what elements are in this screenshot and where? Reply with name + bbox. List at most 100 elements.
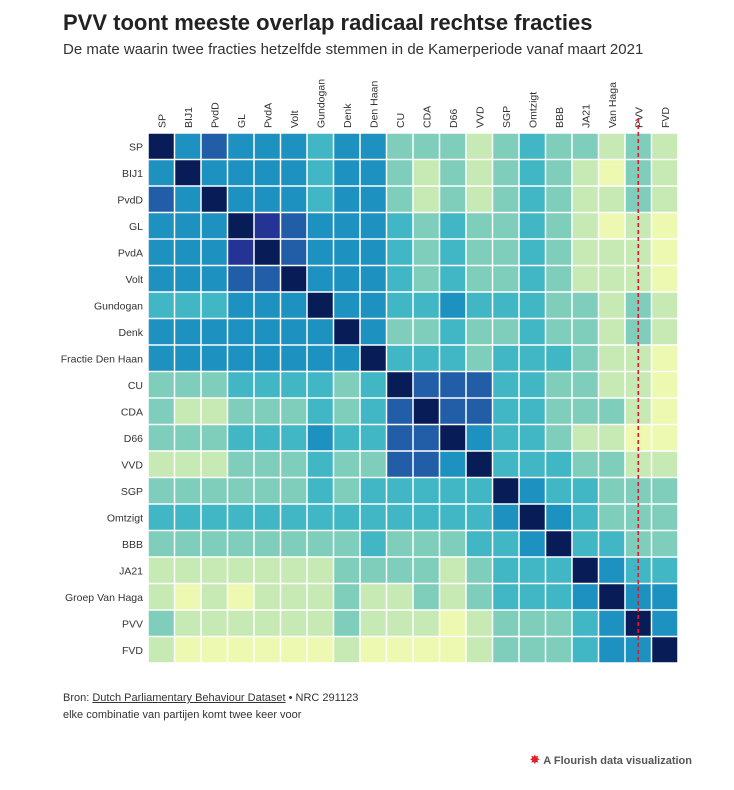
heatmap-cell[interactable] [440,133,466,159]
heatmap-cell[interactable] [228,504,254,530]
heatmap-cell[interactable] [599,186,625,212]
heatmap-cell[interactable] [175,398,201,424]
heatmap-cell[interactable] [546,425,572,451]
heatmap-cell[interactable] [440,292,466,318]
heatmap-cell[interactable] [652,345,678,371]
heatmap-cell[interactable] [652,133,678,159]
heatmap-cell[interactable] [493,239,519,265]
heatmap-cell[interactable] [281,478,307,504]
heatmap-cell[interactable] [175,584,201,610]
heatmap-cell[interactable] [360,398,386,424]
heatmap-cell[interactable] [466,292,492,318]
heatmap-cell[interactable] [493,266,519,292]
heatmap-cell[interactable] [652,372,678,398]
heatmap-cell[interactable] [148,372,174,398]
heatmap-cell[interactable] [440,186,466,212]
heatmap-cell[interactable] [307,531,333,557]
heatmap-cell[interactable] [387,610,413,636]
heatmap-cell[interactable] [440,160,466,186]
heatmap-cell[interactable] [493,425,519,451]
heatmap-cell[interactable] [599,398,625,424]
heatmap-cell[interactable] [466,133,492,159]
heatmap-cell[interactable] [493,584,519,610]
heatmap-cell[interactable] [281,504,307,530]
heatmap-cell[interactable] [493,478,519,504]
heatmap-cell[interactable] [519,319,545,345]
heatmap-cell[interactable] [493,451,519,477]
heatmap-cell[interactable] [307,213,333,239]
heatmap-cell[interactable] [546,186,572,212]
heatmap-cell[interactable] [387,160,413,186]
heatmap-cell[interactable] [281,239,307,265]
heatmap-cell[interactable] [148,160,174,186]
heatmap-cell[interactable] [281,345,307,371]
heatmap-cell[interactable] [201,292,227,318]
heatmap-cell[interactable] [652,213,678,239]
heatmap-cell[interactable] [440,213,466,239]
heatmap-cell[interactable] [572,213,598,239]
heatmap-cell[interactable] [254,478,280,504]
heatmap-cell[interactable] [387,372,413,398]
heatmap-cell[interactable] [307,292,333,318]
heatmap-cell[interactable] [307,186,333,212]
heatmap-cell[interactable] [148,319,174,345]
heatmap-cell[interactable] [599,213,625,239]
heatmap-cell[interactable] [228,213,254,239]
heatmap-cell[interactable] [652,557,678,583]
heatmap-cell[interactable] [652,610,678,636]
heatmap-cell[interactable] [360,531,386,557]
heatmap-cell[interactable] [413,345,439,371]
flourish-branding[interactable]: ✸ A Flourish data visualization [529,752,692,768]
heatmap-cell[interactable] [652,584,678,610]
heatmap-cell[interactable] [599,372,625,398]
heatmap-cell[interactable] [228,292,254,318]
heatmap-cell[interactable] [493,160,519,186]
heatmap-cell[interactable] [572,266,598,292]
heatmap-cell[interactable] [281,531,307,557]
heatmap-cell[interactable] [307,133,333,159]
heatmap-cell[interactable] [572,398,598,424]
heatmap-cell[interactable] [599,345,625,371]
heatmap-cell[interactable] [599,557,625,583]
heatmap-cell[interactable] [148,584,174,610]
heatmap-cell[interactable] [466,478,492,504]
heatmap-cell[interactable] [599,637,625,663]
heatmap-cell[interactable] [466,239,492,265]
heatmap-cell[interactable] [201,557,227,583]
heatmap-cell[interactable] [519,504,545,530]
heatmap-cell[interactable] [599,584,625,610]
heatmap-cell[interactable] [413,213,439,239]
heatmap-cell[interactable] [440,398,466,424]
heatmap-cell[interactable] [281,398,307,424]
heatmap-cell[interactable] [148,345,174,371]
heatmap-cell[interactable] [519,478,545,504]
heatmap-cell[interactable] [413,372,439,398]
heatmap-cell[interactable] [307,478,333,504]
heatmap-cell[interactable] [440,557,466,583]
heatmap-cell[interactable] [307,239,333,265]
heatmap-cell[interactable] [599,319,625,345]
heatmap-cell[interactable] [334,425,360,451]
heatmap-cell[interactable] [201,531,227,557]
heatmap-cell[interactable] [387,319,413,345]
heatmap-cell[interactable] [334,345,360,371]
heatmap-cell[interactable] [228,319,254,345]
heatmap-cell[interactable] [572,610,598,636]
heatmap-cell[interactable] [201,160,227,186]
heatmap-cell[interactable] [175,637,201,663]
heatmap-cell[interactable] [413,266,439,292]
heatmap-cell[interactable] [201,186,227,212]
heatmap-cell[interactable] [572,451,598,477]
heatmap-cell[interactable] [307,266,333,292]
heatmap-cell[interactable] [652,186,678,212]
heatmap-cell[interactable] [281,186,307,212]
heatmap-cell[interactable] [387,398,413,424]
heatmap-cell[interactable] [599,425,625,451]
heatmap-cell[interactable] [281,266,307,292]
heatmap-cell[interactable] [546,451,572,477]
heatmap-cell[interactable] [201,451,227,477]
heatmap-cell[interactable] [228,610,254,636]
heatmap-cell[interactable] [413,557,439,583]
heatmap-cell[interactable] [387,637,413,663]
heatmap-cell[interactable] [546,133,572,159]
